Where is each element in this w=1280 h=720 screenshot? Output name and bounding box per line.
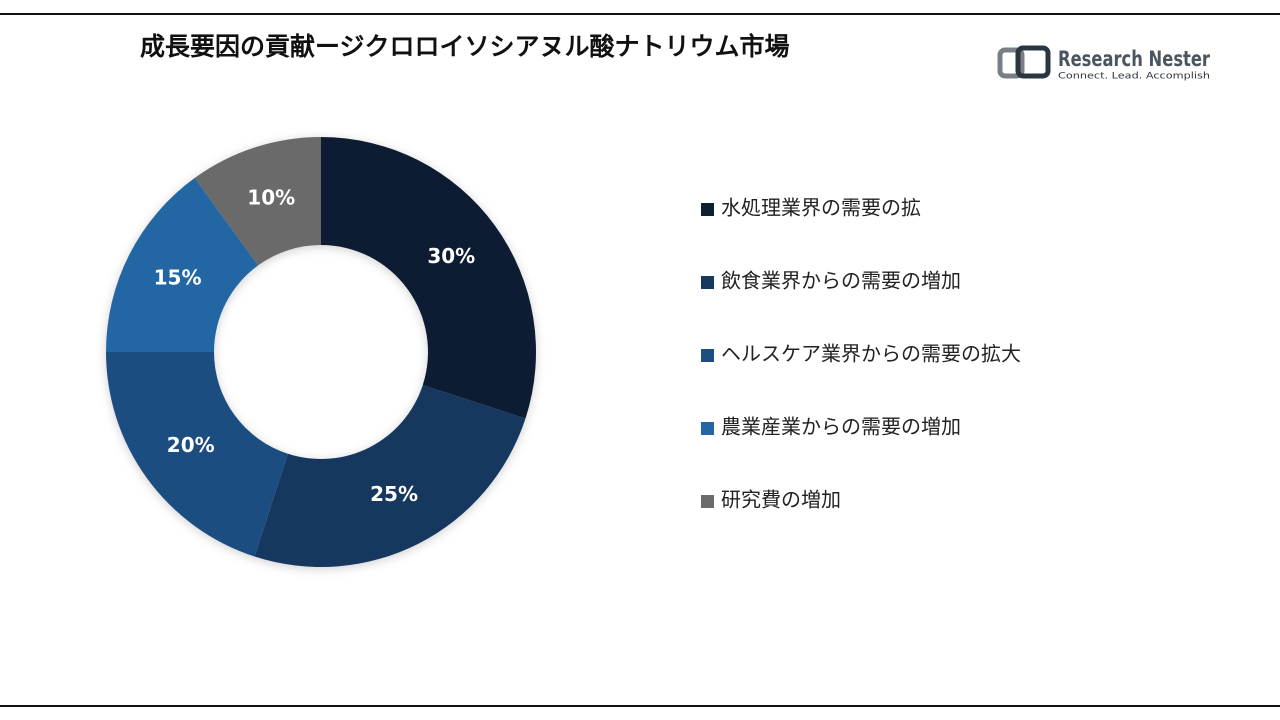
legend-swatch [701,349,714,362]
logo-icon [1015,45,1051,79]
value-label: 30% [427,244,475,268]
legend-swatch [701,203,714,216]
logo-tagline: Connect. Lead. Accomplish [1058,72,1210,82]
value-labels: 30% 25% 20% 15% 10% [154,185,476,506]
donut-slice [321,137,537,419]
donut-slice [194,137,321,266]
legend-swatch [701,495,714,508]
legend-label: 農業産業からの需要の増加 [721,415,961,439]
chart-title: 成長要因の貢献ージクロロイソシアヌル酸ナトリウム市場 [140,32,790,61]
logo: Research Nester Connect. Lead. Accomplis… [997,45,1210,82]
logo-icon [997,47,1025,79]
legend-label: 水処理業界の需要の拡 [721,196,921,220]
value-label: 15% [154,265,202,289]
value-label: 25% [370,482,418,506]
value-label: 20% [167,433,215,457]
legend-swatch [701,276,714,289]
logo-name: Research Nester [1058,47,1210,71]
donut-slice [106,352,288,557]
legend: 水処理業界の需要の拡飲食業界からの需要の増加ヘルスケア業界からの需要の拡大農業産… [701,196,1021,512]
legend-swatch [701,422,714,435]
donut [106,137,537,568]
donut-slice [254,385,526,568]
legend-label: ヘルスケア業界からの需要の拡大 [721,342,1021,366]
donut-slice [106,178,259,352]
value-label: 10% [247,185,295,209]
legend-label: 研究費の増加 [721,488,841,512]
legend-label: 飲食業界からの需要の増加 [721,269,961,293]
